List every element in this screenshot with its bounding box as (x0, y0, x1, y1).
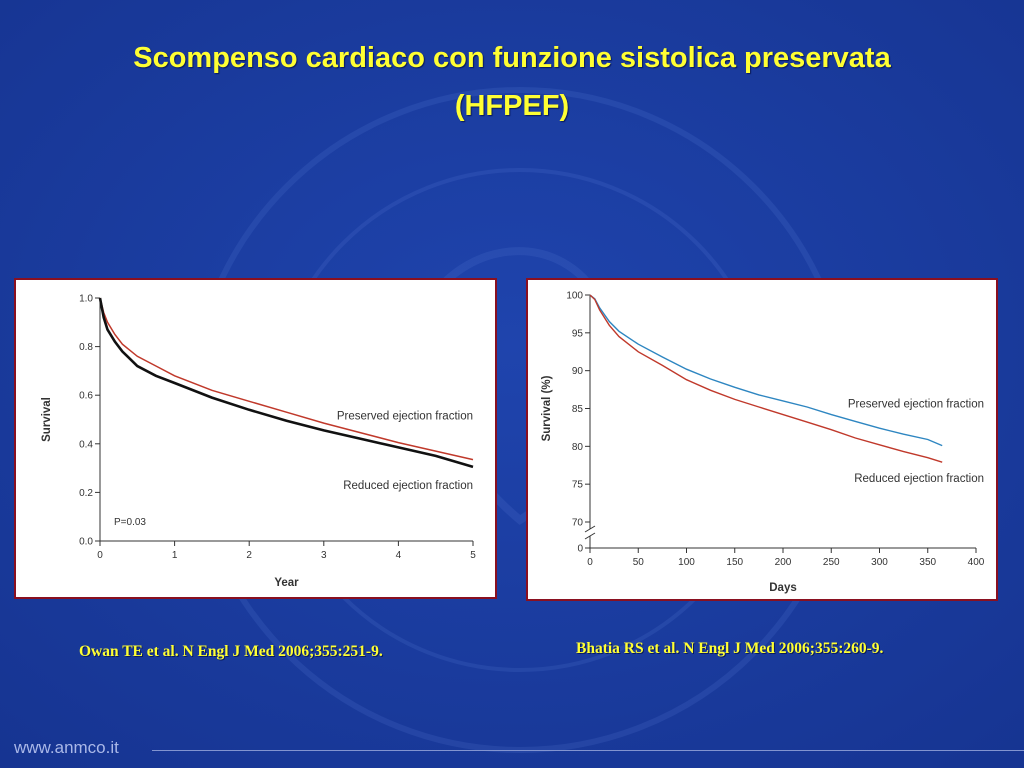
x-tick-label: 250 (823, 557, 840, 568)
x-axis-title: Days (769, 582, 797, 594)
chart-panel-right: 0 70 75 80 85 90 95 100 0 50 100 150 200 250 300 350 400… (526, 278, 998, 601)
x-tick-label: 300 (871, 557, 888, 568)
series-line-preserved (99, 297, 474, 461)
x-axis-title: Year (274, 577, 299, 589)
x-tick-label: 5 (470, 550, 476, 561)
y-tick-label: 85 (572, 404, 584, 415)
y-tick-label: 75 (572, 480, 584, 491)
series-line-preserved (589, 294, 943, 447)
y-tick-label: 1.0 (79, 294, 93, 305)
footer-divider (152, 750, 1024, 751)
slide-title: Scompenso cardiaco con funzione sistolic… (0, 34, 1024, 130)
y-tick-label: 80 (572, 442, 584, 453)
x-tick-label: 4 (396, 550, 402, 561)
y-axis-title: Survival (41, 397, 53, 442)
x-tick-label: 400 (968, 557, 985, 568)
survival-chart-years: 0.0 0.2 0.4 0.6 0.8 1.0 0 1 2 3 4 5 Year Survival Pres… (41, 294, 476, 590)
series-line-reduced (589, 294, 943, 463)
y-tick-label: 0.8 (79, 342, 93, 353)
series-line-reduced (98, 297, 474, 469)
x-tick-label: 1 (172, 550, 178, 561)
citation-left: Owan TE et al. N Engl J Med 2006;355:251… (79, 643, 383, 660)
chart-panel-left: 0.0 0.2 0.4 0.6 0.8 1.0 0 1 2 3 4 5 Year Survival Pres… (14, 278, 497, 599)
legend-label-reduced: Reduced ejection fraction (343, 480, 473, 492)
x-tick-label: 3 (321, 550, 327, 561)
footer-url[interactable]: www.anmco.it (14, 738, 119, 757)
x-tick-label: 100 (678, 557, 695, 568)
y-tick-label: 100 (566, 291, 583, 302)
x-tick-label: 200 (775, 557, 792, 568)
y-axis-title: Survival (%) (541, 375, 553, 441)
x-tick-label: 0 (97, 550, 103, 561)
axis-break-mark (584, 525, 596, 533)
legend-label-preserved: Preserved ejection fraction (848, 399, 984, 411)
y-tick-label: 90 (572, 366, 584, 377)
title-line-2: (HFPEF) (454, 90, 570, 122)
y-tick-label: 0.6 (79, 391, 93, 402)
citation-right: Bhatia RS et al. N Engl J Med 2006;355:2… (576, 640, 884, 657)
p-value-annotation: P=0.03 (114, 517, 146, 528)
y-tick-label: 0.0 (79, 537, 93, 548)
x-tick-label: 150 (726, 557, 743, 568)
y-tick-label: 0 (577, 544, 583, 555)
title-line-1: Scompenso cardiaco con funzione sistolic… (133, 42, 891, 74)
survival-chart-days: 0 70 75 80 85 90 95 100 0 50 100 150 200 250 300 350 400… (541, 291, 985, 595)
legend-label-preserved: Preserved ejection fraction (337, 411, 473, 423)
x-tick-label: 350 (919, 557, 936, 568)
x-tick-label: 0 (587, 557, 593, 568)
legend-label-reduced: Reduced ejection fraction (854, 473, 984, 485)
x-tick-label: 50 (633, 557, 645, 568)
y-tick-label: 95 (572, 328, 584, 339)
axis-break-mark (584, 532, 596, 540)
y-tick-label: 70 (572, 518, 584, 529)
y-tick-label: 0.4 (79, 439, 93, 450)
x-tick-label: 2 (246, 550, 252, 561)
y-tick-label: 0.2 (79, 488, 93, 499)
